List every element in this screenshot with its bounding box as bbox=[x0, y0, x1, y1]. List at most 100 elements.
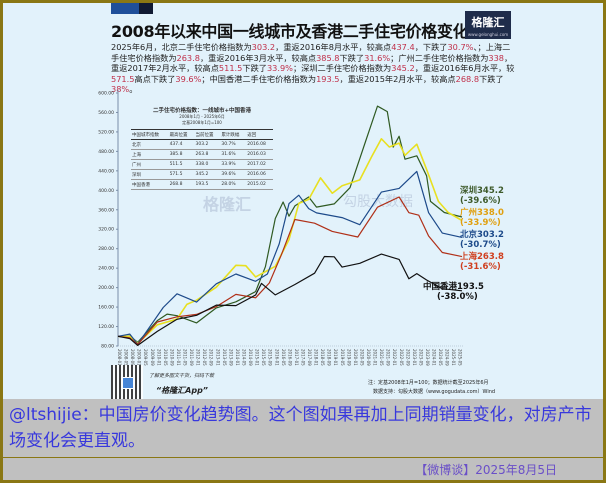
inset-header: 累计跌幅 bbox=[220, 129, 247, 140]
paragraph-text: 下跌了 bbox=[479, 73, 504, 84]
series-line-广州 bbox=[117, 138, 463, 345]
post-date: 【微博谈】2025年8月5日 bbox=[3, 458, 603, 480]
paragraph-text: ，重返2017年2月水平，较高点 bbox=[111, 52, 513, 74]
x-tick-label: 2023-05 bbox=[418, 349, 423, 366]
infographic: 2008年以来中国一线城市及香港二手住宅价格变化 格隆汇 www.gelonghu… bbox=[3, 3, 603, 399]
inset-cell: 2017.02 bbox=[246, 159, 273, 170]
x-tick-label: 2018-05 bbox=[320, 349, 325, 366]
x-tick-label: 2023-01 bbox=[412, 349, 417, 366]
highlight-value: 385.8 bbox=[316, 52, 340, 63]
x-tick-label: 2022-09 bbox=[405, 349, 410, 366]
qr-code bbox=[111, 365, 143, 399]
y-tick-label: 360.00 bbox=[98, 207, 114, 213]
post-caption: @ltshijie：中国房价变化趋势图。这个图如果再加上同期销量变化，对房产市场… bbox=[3, 399, 603, 457]
y-tick-label: 560.00 bbox=[98, 110, 114, 116]
inset-cell: 571.5 bbox=[168, 169, 195, 180]
x-tick-label: 2024-09 bbox=[445, 349, 450, 366]
x-tick-label: 2009-09 bbox=[150, 349, 155, 366]
inset-header: 中国城市指数 bbox=[131, 129, 169, 140]
inset-cell: 437.4 bbox=[168, 139, 195, 150]
x-tick-label: 2014-09 bbox=[248, 349, 253, 366]
price-index-chart: 600.00 560.00 520.00 480.00 440.00 400.00 360.… bbox=[98, 90, 464, 366]
paragraph-text: 、；上海二手住宅价格指数为 bbox=[111, 42, 511, 63]
x-tick-label: 2020-09 bbox=[366, 349, 371, 366]
highlight-value: 437.4 bbox=[391, 42, 415, 52]
x-tick-label: 2011-01 bbox=[176, 349, 181, 366]
inset-cell: 深圳 bbox=[131, 169, 169, 180]
x-tick-label: 2021-09 bbox=[386, 349, 391, 366]
highlight-value: 338 bbox=[488, 52, 505, 63]
paragraph-text: ，重返2016年3月水平，较高点 bbox=[199, 52, 317, 63]
inset-cell: 2016.03 bbox=[246, 149, 273, 160]
x-tick-label: 2018-09 bbox=[327, 349, 332, 366]
x-tick-label: 2022-05 bbox=[399, 349, 404, 366]
inset-row: 北京 437.4 303.2 30.7% 2016.08 bbox=[131, 139, 273, 150]
data-source: 数据支持：勾股大数据（www.gogudata.com）Wind bbox=[373, 389, 496, 395]
highlight-value: 571.5 bbox=[111, 73, 135, 84]
highlight-value: 31.6% bbox=[364, 52, 391, 63]
highlight-value: 263.8 bbox=[176, 52, 200, 63]
paragraph-text: 下跌了 bbox=[339, 52, 365, 63]
inset-table: 二手住宅价格指数：一线城市+中国香港 2008年1月 - 2025年6月 定基2… bbox=[131, 106, 273, 190]
y-tick-label: 200.00 bbox=[98, 285, 114, 291]
x-tick-label: 2013-05 bbox=[222, 349, 227, 366]
x-tick-label: 2011-05 bbox=[183, 349, 188, 366]
x-tick-label: 2019-05 bbox=[340, 349, 345, 366]
highlight-value: 39.6% bbox=[175, 73, 202, 84]
x-tick-label: 2014-01 bbox=[235, 349, 240, 366]
inset-cell: 193.5 bbox=[194, 179, 221, 190]
inset-cell: 268.8 bbox=[168, 179, 195, 190]
inset-header: 返回 bbox=[246, 129, 273, 140]
x-tick-label: 2009-01 bbox=[137, 349, 142, 366]
header-accent-block-dark bbox=[139, 3, 153, 14]
paragraph-text: ，重返2015年2月水平，较高点 bbox=[339, 73, 456, 84]
inset-cell: 385.8 bbox=[168, 149, 195, 160]
inset-cell: 33.9% bbox=[220, 159, 247, 170]
x-tick-label: 2014-05 bbox=[241, 349, 246, 366]
x-tick-label: 2024-05 bbox=[438, 349, 443, 366]
paragraph-text: ；广州二手住宅价格指数为 bbox=[390, 52, 489, 63]
x-tick-label: 2019-01 bbox=[333, 349, 338, 366]
series-end-label: 广州338.0 (-33.9%) bbox=[460, 208, 504, 228]
chart-note: 注：定基2008年1月=100；数据统计截至2025年6月 bbox=[368, 380, 489, 386]
inset-cell: 303.2 bbox=[194, 139, 221, 150]
header-accent-block bbox=[111, 3, 153, 14]
x-tick-label: 2008-09 bbox=[130, 349, 135, 366]
logo-url: www.gelonghui.com bbox=[467, 32, 509, 37]
highlight-value: 30.7% bbox=[447, 42, 474, 52]
x-tick-label: 2010-09 bbox=[169, 349, 174, 366]
x-tick-label: 2009-05 bbox=[143, 349, 148, 366]
inset-row: 中国香港 268.8 193.5 28.0% 2015.02 bbox=[131, 179, 273, 190]
series-change: (-38.0%) bbox=[437, 291, 478, 302]
inset-row: 上海 385.8 263.8 31.6% 2016.03 bbox=[131, 149, 273, 160]
y-tick-label: 480.00 bbox=[98, 149, 114, 155]
paragraph-text: 高点下跌了 bbox=[134, 73, 176, 84]
highlight-value: 193.5 bbox=[316, 73, 340, 84]
highlight-value: 511.5 bbox=[218, 63, 243, 73]
x-tick-label: 2017-05 bbox=[300, 349, 305, 366]
x-tick-label: 2011-09 bbox=[189, 349, 194, 366]
highlight-value: 345.2 bbox=[391, 63, 415, 73]
gelonghui-logo: 格隆汇 www.gelonghui.com bbox=[465, 11, 511, 39]
highlight-value: 268.8 bbox=[455, 73, 480, 84]
series-end-label: 深圳345.2 (-39.6%) bbox=[460, 186, 504, 206]
x-tick-label: 2010-05 bbox=[163, 349, 168, 366]
series-change: (-30.7%) bbox=[460, 239, 501, 250]
series-label: 北京303.2 bbox=[460, 230, 504, 240]
inset-header: 当前位置 bbox=[194, 129, 221, 140]
x-tick-label: 2016-09 bbox=[287, 349, 292, 366]
inset-cell: 28.0% bbox=[220, 179, 247, 190]
highlight-value: 33.9% bbox=[266, 63, 293, 73]
inset-cell: 上海 bbox=[131, 149, 169, 160]
y-tick-label: 520.00 bbox=[98, 129, 114, 135]
x-tick-label: 2017-09 bbox=[307, 349, 312, 366]
series-change: (-33.9%) bbox=[460, 217, 501, 228]
highlight-value: 38% bbox=[111, 84, 130, 94]
inset-header: 最高位置 bbox=[168, 129, 195, 140]
paragraph-text: ，重返2016年8月水平，较高点 bbox=[275, 42, 392, 52]
highlight-value: 303.2 bbox=[251, 42, 276, 52]
inset-row: 广州 511.5 338.0 33.9% 2017.02 bbox=[131, 159, 273, 170]
inset-cell: 北京 bbox=[131, 139, 169, 150]
x-tick-label: 2023-09 bbox=[425, 349, 430, 366]
app-name: “格隆汇App” bbox=[156, 386, 208, 395]
